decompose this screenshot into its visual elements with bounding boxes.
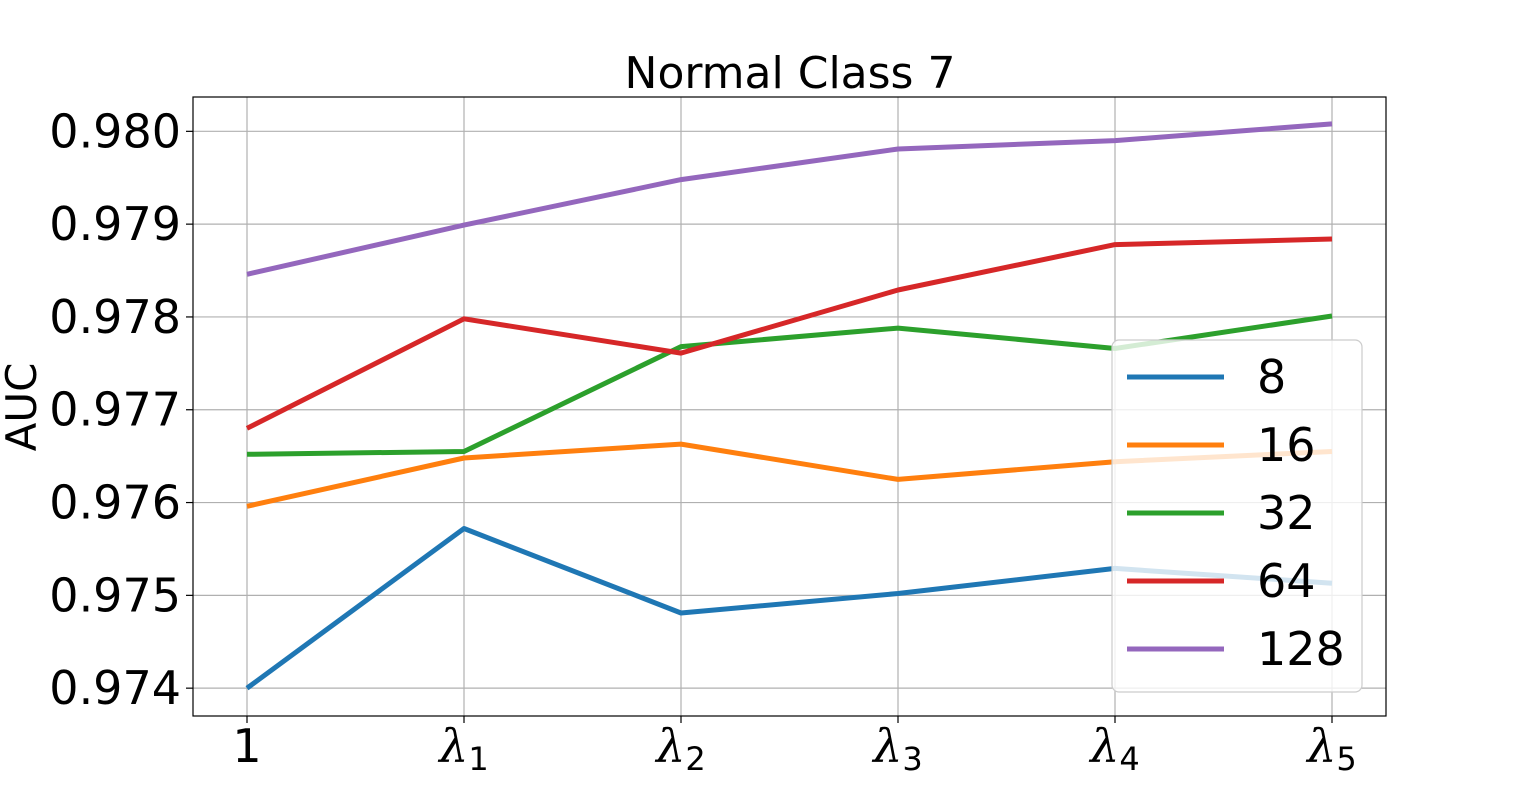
y-axis-label: AUC — [0, 363, 46, 452]
x-tick-label: λ3 — [871, 719, 923, 778]
plot-frame — [192, 96, 1387, 717]
legend: 8 16 32 64 128 — [1111, 339, 1363, 693]
series-line-64 — [245, 236, 1333, 431]
x-tick-label: λ5 — [1305, 719, 1357, 778]
y-tick-label: 0.980 — [49, 104, 181, 158]
legend-label: 32 — [1257, 486, 1316, 540]
y-axis: 0.974 0.975 0.976 0.977 0.978 0.979 0.980 — [49, 104, 193, 715]
legend-label: 64 — [1257, 554, 1316, 608]
y-tick-label: 0.979 — [49, 197, 181, 251]
x-tick-label: λ1 — [437, 719, 489, 778]
legend-label: 8 — [1257, 350, 1286, 404]
legend-box — [1111, 339, 1363, 693]
x-tick-label: λ2 — [654, 719, 706, 778]
y-tick-label: 0.974 — [49, 661, 181, 715]
x-axis: 1 λ1 λ2 λ3 λ4 λ5 — [232, 716, 1357, 778]
x-tick-label: λ4 — [1088, 719, 1140, 778]
y-tick-label: 0.978 — [49, 290, 181, 344]
legend-label: 128 — [1257, 622, 1345, 676]
y-tick-label: 0.977 — [49, 383, 181, 437]
chart-title: Normal Class 7 — [625, 48, 956, 99]
legend-label: 16 — [1257, 418, 1316, 472]
y-tick-label: 0.975 — [49, 568, 181, 622]
y-tick-label: 0.976 — [49, 476, 181, 530]
series-line-128 — [246, 121, 1333, 277]
x-tick-label: 1 — [232, 719, 261, 773]
